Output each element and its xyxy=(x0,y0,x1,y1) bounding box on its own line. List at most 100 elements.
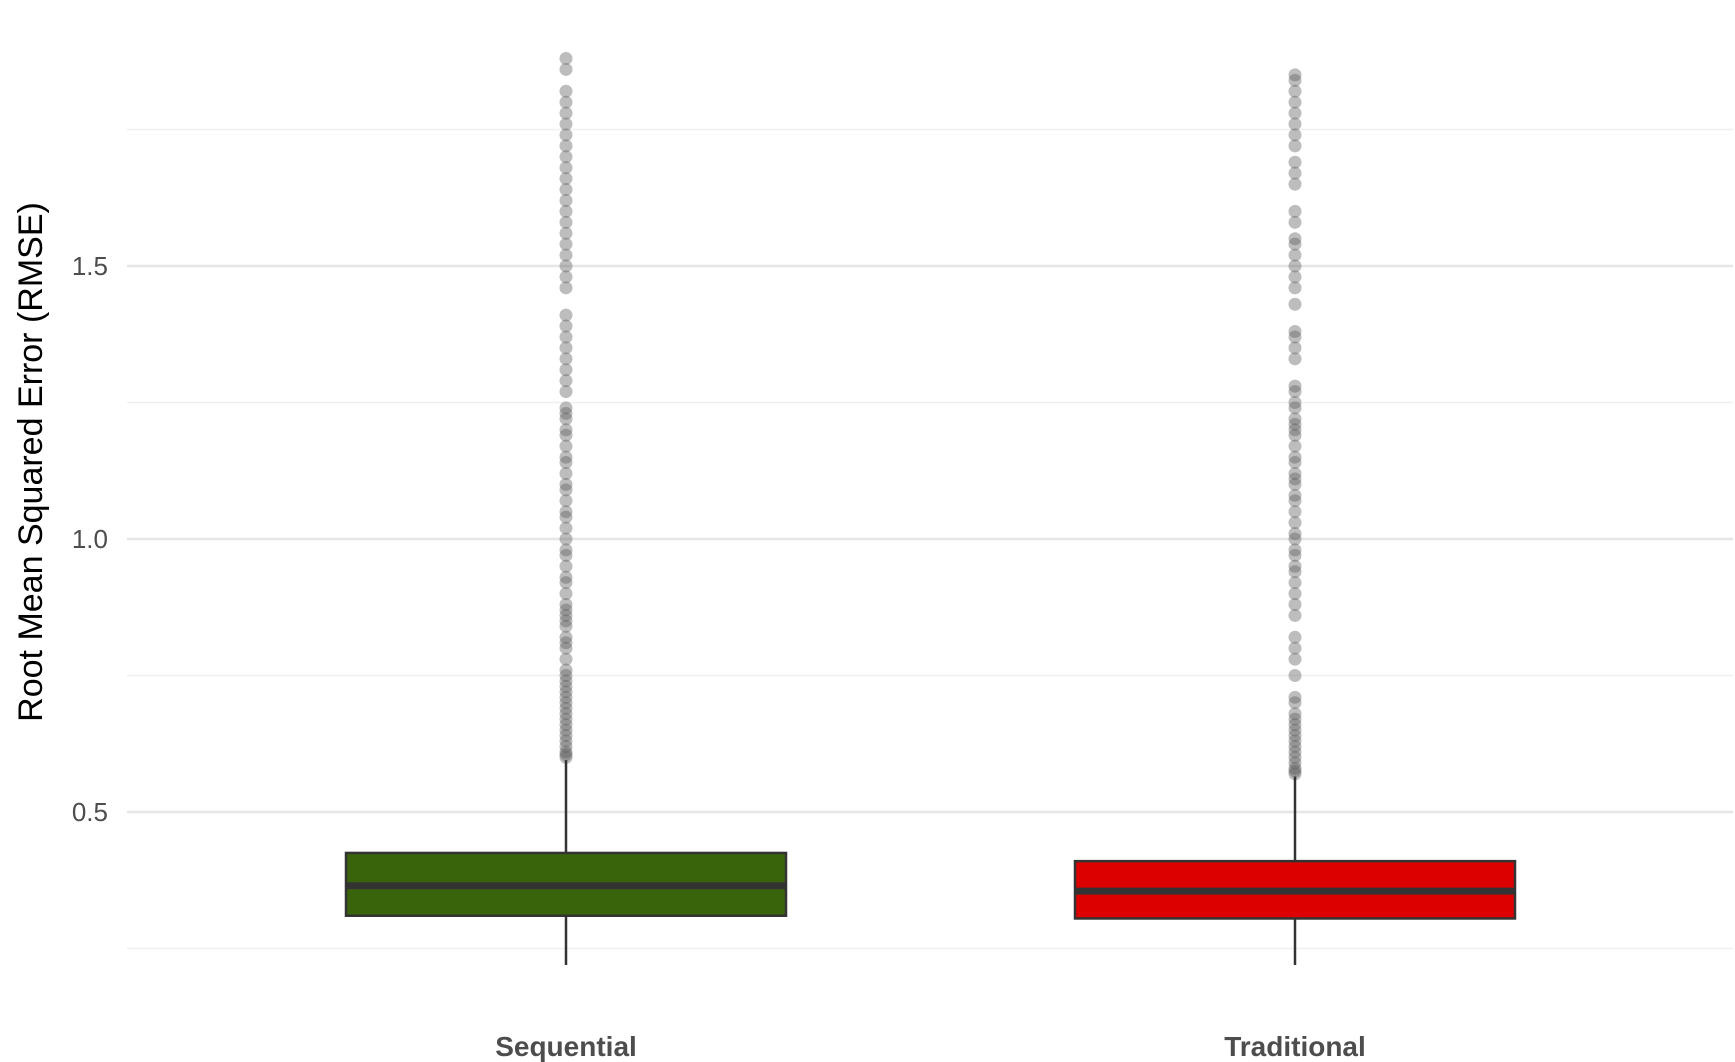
outlier-point xyxy=(559,406,573,420)
outlier-point xyxy=(559,707,573,721)
outlier-point xyxy=(1288,745,1302,759)
outlier-point xyxy=(1288,412,1302,426)
outlier-point xyxy=(1288,641,1302,655)
outlier-point xyxy=(559,319,573,333)
y-axis-title: Root Mean Squared Error (RMSE) xyxy=(12,202,50,722)
outlier-point xyxy=(559,172,573,186)
outlier-point xyxy=(1288,428,1302,442)
outlier-point xyxy=(1288,139,1302,153)
outlier-point xyxy=(1288,494,1302,508)
outlier-point xyxy=(1288,565,1302,579)
outlier-point xyxy=(1288,559,1302,573)
outlier-point xyxy=(559,363,573,377)
outlier-point xyxy=(1288,352,1302,366)
outlier-point xyxy=(559,483,573,497)
outlier-point xyxy=(1288,401,1302,415)
outlier-point xyxy=(1288,598,1302,612)
outlier-point xyxy=(1288,734,1302,748)
outlier-point xyxy=(1288,750,1302,764)
outlier-point xyxy=(559,701,573,715)
outlier-point xyxy=(1288,456,1302,470)
outlier-point xyxy=(1288,723,1302,737)
outlier-point xyxy=(1288,177,1302,191)
outlier-point xyxy=(1288,576,1302,590)
outlier-point xyxy=(559,281,573,295)
outlier-point xyxy=(559,106,573,120)
outlier-point xyxy=(1288,516,1302,530)
y-axis-ticks: 0.5 1.0 1.5 xyxy=(72,251,108,827)
outlier-point xyxy=(559,308,573,322)
outlier-point xyxy=(1288,527,1302,541)
outlier-point xyxy=(559,750,573,764)
outlier-point xyxy=(559,341,573,355)
outlier-point xyxy=(1288,690,1302,704)
outlier-point xyxy=(559,259,573,273)
outlier-point xyxy=(559,548,573,562)
outlier-point xyxy=(1288,95,1302,109)
outlier-point xyxy=(1288,505,1302,519)
outlier-point xyxy=(1288,587,1302,601)
outlier-point xyxy=(559,674,573,688)
outlier-point xyxy=(1288,718,1302,732)
outlier-point xyxy=(1288,232,1302,246)
outlier-point xyxy=(559,456,573,470)
outlier-point xyxy=(1288,248,1302,262)
y-tick-label: 1.5 xyxy=(72,251,108,281)
outlier-point xyxy=(559,576,573,590)
outlier-point xyxy=(559,139,573,153)
outlier-point xyxy=(559,401,573,415)
outlier-point xyxy=(559,630,573,644)
outlier-point xyxy=(559,128,573,142)
outlier-point xyxy=(559,84,573,98)
outlier-point xyxy=(559,510,573,524)
outlier-point xyxy=(559,450,573,464)
outlier-point xyxy=(559,663,573,677)
outlier-point xyxy=(1288,764,1302,778)
outlier-point xyxy=(559,150,573,164)
outlier-point xyxy=(1288,756,1302,770)
outlier-point xyxy=(559,745,573,759)
outlier-point xyxy=(1288,707,1302,721)
outlier-point xyxy=(559,477,573,491)
outlier-point xyxy=(559,494,573,508)
outlier-point xyxy=(1288,84,1302,98)
x-category-label: Sequential xyxy=(495,1031,637,1062)
outlier-point xyxy=(559,423,573,437)
outlier-point xyxy=(1288,166,1302,180)
outlier-point xyxy=(559,532,573,546)
outlier-point xyxy=(1288,417,1302,431)
x-axis-categories: Sequential Traditional xyxy=(495,1031,1366,1062)
outlier-point xyxy=(1288,450,1302,464)
outlier-point xyxy=(1288,106,1302,120)
outlier-point xyxy=(559,712,573,726)
outlier-point xyxy=(559,696,573,710)
outlier-point xyxy=(559,570,573,584)
outlier-point xyxy=(559,729,573,743)
outlier-point xyxy=(559,636,573,650)
outlier-point xyxy=(1288,385,1302,399)
outlier-point xyxy=(1288,729,1302,743)
outlier-point xyxy=(559,193,573,207)
outlier-point xyxy=(559,652,573,666)
outlier-point xyxy=(1288,669,1302,682)
outlier-point xyxy=(559,641,573,655)
outlier-point xyxy=(1288,259,1302,273)
outlier-point xyxy=(1288,117,1302,131)
outlier-point xyxy=(559,718,573,732)
outlier-point xyxy=(1288,128,1302,142)
outlier-point xyxy=(559,237,573,251)
outlier-point xyxy=(1288,297,1302,311)
outlier-point xyxy=(1288,423,1302,437)
outlier-point xyxy=(1288,439,1302,453)
outlier-point xyxy=(559,183,573,197)
outlier-point xyxy=(1288,330,1302,344)
outlier-point xyxy=(559,734,573,748)
outlier-point xyxy=(559,598,573,612)
outlier-point xyxy=(1288,472,1302,486)
x-category-label: Traditional xyxy=(1224,1031,1366,1062)
outlier-point xyxy=(559,52,573,66)
outlier-point xyxy=(1288,68,1302,82)
outlier-point xyxy=(559,374,573,388)
outlier-point xyxy=(1288,215,1302,229)
